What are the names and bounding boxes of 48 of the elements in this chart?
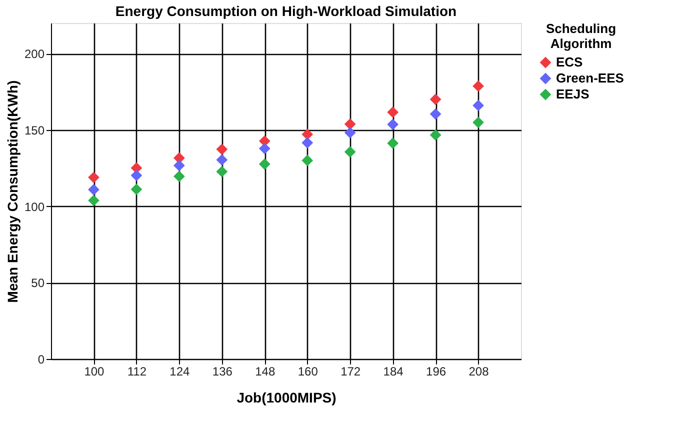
point [173, 170, 185, 182]
y-tick-label: 0 [38, 352, 45, 366]
point [216, 166, 228, 178]
point [430, 108, 442, 120]
x-tick-label: 196 [426, 364, 446, 378]
chart-title: Energy Consumption on High-Workload Simulation [115, 3, 457, 19]
x-tick-label: 112 [127, 364, 147, 378]
point [472, 116, 484, 128]
x-tick-label: 124 [170, 364, 190, 378]
point [302, 154, 314, 166]
y-tick-label: 200 [24, 47, 45, 62]
legend-label: ECS [556, 54, 584, 70]
y-tick-label: 150 [24, 123, 45, 138]
x-tick-label: 100 [84, 364, 105, 378]
point [344, 118, 356, 130]
x-tick-label: 148 [255, 364, 276, 378]
point [130, 184, 142, 196]
point [472, 80, 484, 92]
x-tick-label: 208 [468, 364, 490, 378]
point [88, 184, 100, 196]
x-tick-label: 136 [212, 364, 233, 378]
legend-title: Scheduling Algorithm [546, 21, 616, 51]
point [302, 137, 314, 148]
x-tick-label: 172 [340, 364, 361, 378]
point [387, 137, 399, 149]
point [88, 194, 100, 206]
point [258, 142, 270, 154]
point [430, 129, 442, 141]
x-tick-label: 184 [383, 364, 404, 378]
x-tick-label: 160 [298, 364, 318, 378]
point [130, 170, 142, 182]
y-axis-title: Mean Energy Consumption(KWh) [4, 80, 20, 303]
point [344, 126, 356, 138]
point [216, 144, 228, 156]
point [430, 94, 442, 106]
x-axis-title: Job(1000MIPS) [236, 390, 336, 406]
point [387, 118, 399, 130]
point [173, 160, 185, 172]
point [88, 172, 100, 184]
point [258, 158, 270, 170]
y-tick-label: 100 [24, 200, 45, 214]
point [387, 106, 399, 118]
legend-label: Green-EES [556, 70, 624, 86]
point [472, 100, 484, 112]
legend-label: EEJS [556, 86, 590, 102]
point [344, 146, 356, 158]
y-tick-label: 50 [31, 276, 45, 290]
point [216, 154, 228, 166]
